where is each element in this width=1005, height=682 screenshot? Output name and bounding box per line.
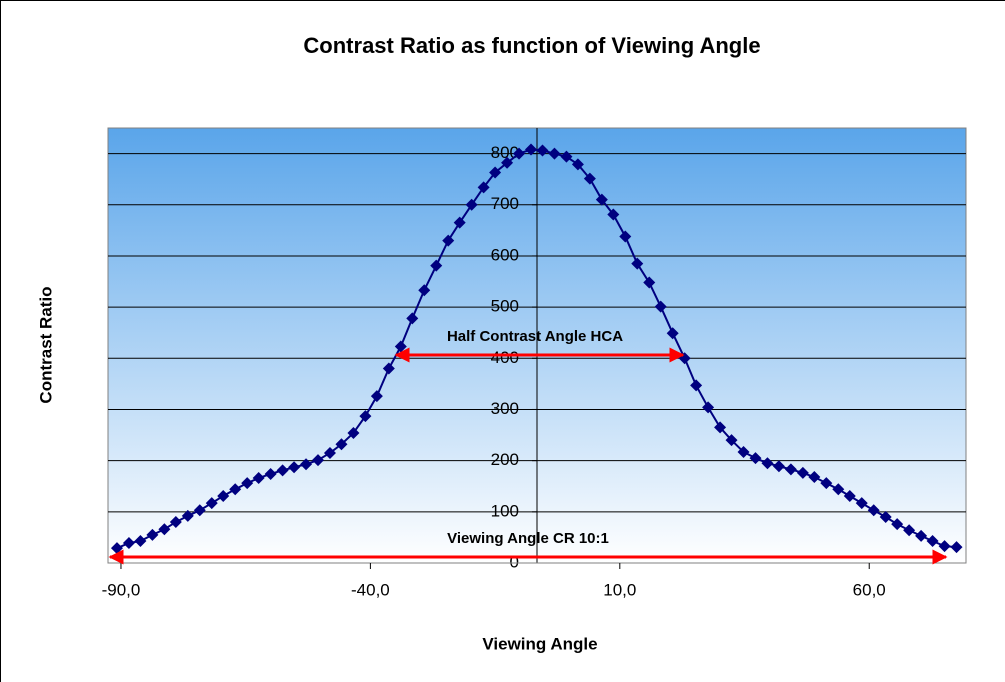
y-tick-label: 0: [510, 552, 519, 571]
marker: [370, 390, 383, 403]
marker: [181, 509, 194, 522]
marker: [950, 541, 963, 554]
marker: [264, 467, 277, 480]
marker: [938, 540, 951, 553]
x-axis-label: Viewing Angle: [482, 634, 597, 653]
y-tick-label: 800: [491, 143, 519, 162]
y-tick-label: 600: [491, 245, 519, 264]
marker: [571, 158, 584, 171]
marker: [359, 410, 372, 423]
marker: [525, 143, 538, 156]
marker: [903, 524, 916, 537]
marker: [288, 461, 301, 474]
marker: [832, 483, 845, 496]
marker: [737, 445, 750, 458]
x-tick-label: 10,0: [603, 580, 636, 599]
marker: [725, 434, 738, 447]
marker: [855, 497, 868, 510]
y-tick-label: 200: [491, 450, 519, 469]
marker: [796, 466, 809, 479]
marker: [643, 276, 656, 289]
marker: [702, 401, 715, 414]
x-tick-label: 60,0: [853, 580, 886, 599]
marker: [548, 147, 561, 160]
marker: [820, 477, 833, 490]
marks: [110, 143, 963, 555]
y-tick-label: 100: [491, 501, 519, 520]
y-tick-label: 300: [491, 399, 519, 418]
marker: [312, 454, 325, 467]
marker: [300, 458, 313, 471]
marker: [915, 529, 928, 542]
marker: [926, 534, 939, 547]
marker: [430, 259, 443, 272]
marker: [560, 150, 573, 163]
marker: [619, 230, 632, 243]
marker: [442, 234, 455, 247]
marker: [241, 477, 254, 490]
marker: [749, 452, 762, 465]
marker: [513, 147, 526, 160]
marker: [276, 464, 289, 477]
marker: [501, 156, 514, 169]
y-axis-label: Contrast Ratio: [36, 286, 55, 403]
marker: [607, 208, 620, 221]
marker: [134, 534, 147, 547]
marker: [714, 421, 727, 434]
marker: [158, 523, 171, 536]
marker: [146, 528, 159, 541]
x-tick-label: -40,0: [351, 580, 390, 599]
marker: [843, 489, 856, 502]
marker: [879, 510, 892, 523]
marker: [229, 483, 242, 496]
marker: [217, 489, 230, 502]
marker: [453, 216, 466, 229]
x-tick-label: -90,0: [102, 580, 141, 599]
marker: [418, 284, 431, 297]
marker: [122, 537, 135, 550]
marker: [205, 497, 218, 510]
marker: [465, 198, 478, 211]
marker: [583, 172, 596, 185]
marker: [323, 446, 336, 459]
marker: [335, 438, 348, 451]
marker: [808, 471, 821, 484]
marker: [536, 144, 549, 157]
marker: [595, 193, 608, 206]
annotation: Viewing Angle CR 10:1: [447, 530, 609, 547]
marker: [477, 181, 490, 194]
marker: [382, 362, 395, 375]
marker: [654, 300, 667, 313]
y-tick-label: 700: [491, 194, 519, 213]
marker: [784, 463, 797, 476]
marker: [761, 457, 774, 470]
marker: [867, 504, 880, 517]
annotation: Half Contrast Angle HCA: [447, 328, 623, 345]
marker: [193, 504, 206, 517]
marker: [631, 257, 644, 270]
chart-title: Contrast Ratio as function of Viewing An…: [303, 33, 760, 58]
marker: [690, 379, 703, 392]
marker: [252, 472, 265, 485]
y-tick-label: 400: [491, 348, 519, 367]
marker: [406, 312, 419, 325]
marker: [891, 518, 904, 531]
marker: [666, 327, 679, 340]
marker: [489, 166, 502, 179]
y-tick-label: 500: [491, 297, 519, 316]
marker: [347, 427, 360, 440]
marker: [169, 516, 182, 529]
marker: [772, 460, 785, 473]
